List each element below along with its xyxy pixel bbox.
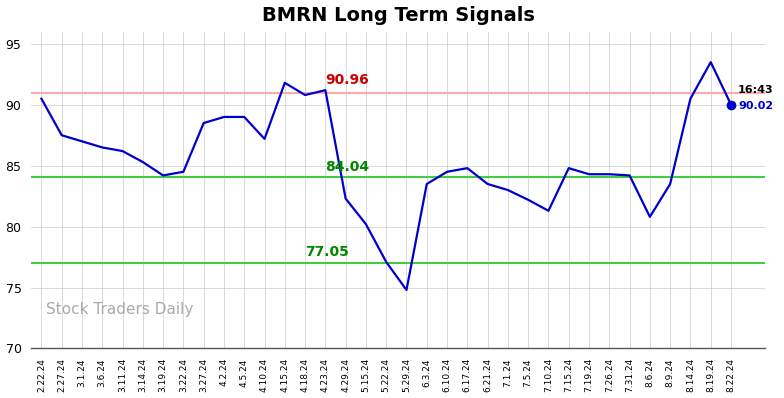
Text: Stock Traders Daily: Stock Traders Daily xyxy=(46,302,194,317)
Text: 16:43: 16:43 xyxy=(738,85,774,95)
Text: 84.04: 84.04 xyxy=(325,160,369,174)
Text: 77.05: 77.05 xyxy=(305,245,349,259)
Text: 90.02: 90.02 xyxy=(738,101,773,111)
Title: BMRN Long Term Signals: BMRN Long Term Signals xyxy=(262,6,535,25)
Text: 90.96: 90.96 xyxy=(325,73,369,87)
